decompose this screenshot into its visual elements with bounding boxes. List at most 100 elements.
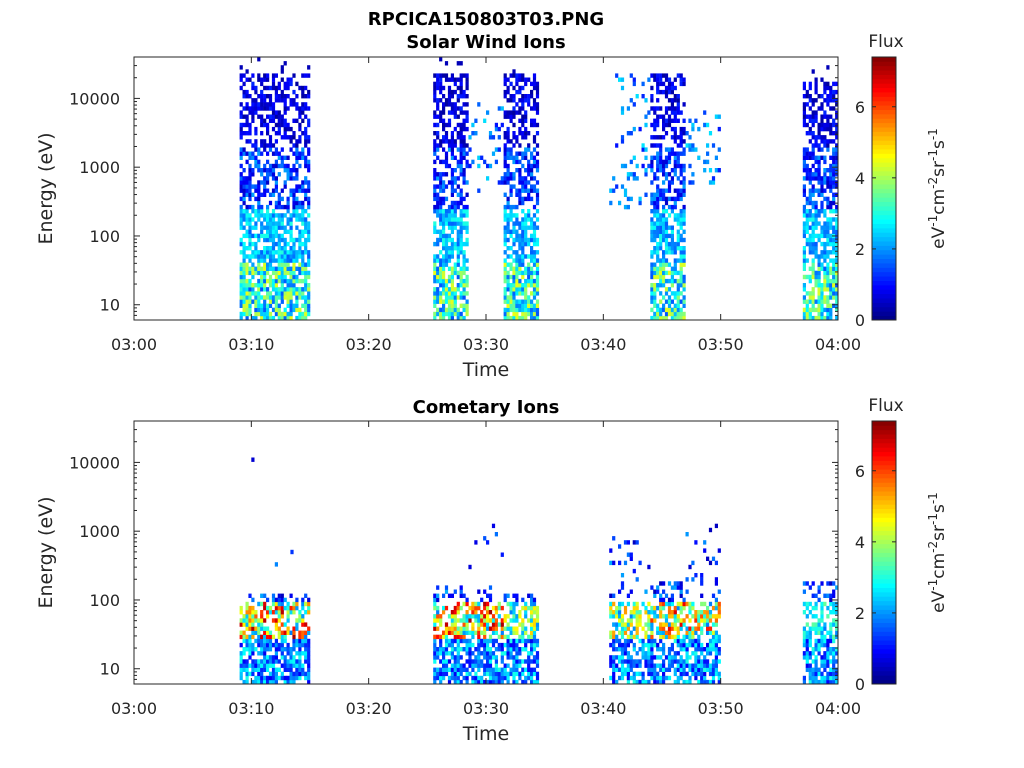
data-cell xyxy=(676,614,680,619)
data-cell xyxy=(509,209,513,214)
data-cell xyxy=(688,118,692,123)
data-cell xyxy=(609,593,613,598)
data-cell xyxy=(491,679,496,685)
data-cell xyxy=(506,176,510,181)
data-cell xyxy=(304,106,308,111)
colorbar-segment xyxy=(872,232,896,238)
data-cell xyxy=(433,229,437,234)
data-cell xyxy=(823,159,827,165)
data-cell xyxy=(242,209,246,214)
data-cell xyxy=(667,246,672,251)
data-cell xyxy=(439,299,443,304)
data-cell xyxy=(535,122,540,128)
data-cell xyxy=(512,69,516,74)
data-cell xyxy=(245,106,249,111)
data-cell xyxy=(667,204,672,210)
data-cell xyxy=(659,213,663,218)
data-cell xyxy=(662,303,666,308)
data-cell xyxy=(307,258,311,263)
data-cell xyxy=(626,172,630,177)
data-cell xyxy=(277,258,281,263)
data-cell xyxy=(518,85,522,91)
data-cell xyxy=(679,618,683,623)
data-cell xyxy=(805,647,809,652)
data-cell xyxy=(459,217,463,222)
data-cell xyxy=(503,315,507,321)
data-cell xyxy=(811,659,815,664)
data-cell xyxy=(456,671,460,677)
data-cell xyxy=(620,671,625,677)
data-cell xyxy=(254,638,258,644)
data-cell xyxy=(274,114,278,119)
data-cell xyxy=(462,143,466,148)
data-cell xyxy=(436,295,440,300)
data-cell xyxy=(271,118,276,123)
data-cell xyxy=(248,213,252,218)
data-cell xyxy=(263,634,267,640)
data-cell xyxy=(239,667,243,672)
data-cell xyxy=(708,626,713,631)
data-cell xyxy=(659,581,663,586)
data-cell xyxy=(676,163,680,169)
data-cell xyxy=(286,675,290,681)
data-cell xyxy=(530,315,534,321)
data-cell xyxy=(524,168,528,173)
data-cell xyxy=(242,250,246,255)
data-cell xyxy=(826,204,830,210)
data-cell xyxy=(659,159,663,165)
data-cell xyxy=(805,663,809,668)
data-cell xyxy=(670,176,674,181)
data-cell xyxy=(480,663,484,668)
data-cell xyxy=(286,601,290,607)
data-cell xyxy=(295,622,299,627)
data-cell xyxy=(817,638,821,644)
data-cell xyxy=(295,94,299,99)
data-cell xyxy=(632,610,636,615)
data-cell xyxy=(612,536,616,541)
data-cell xyxy=(480,630,484,635)
data-cell xyxy=(459,172,463,177)
data-cell xyxy=(691,560,695,566)
data-cell xyxy=(644,147,648,152)
data-cell xyxy=(530,610,534,615)
data-cell xyxy=(274,266,278,271)
data-cell xyxy=(509,110,513,115)
data-cell xyxy=(488,626,493,631)
data-cell xyxy=(670,89,674,95)
colorbar-segment xyxy=(872,210,896,216)
data-cell xyxy=(647,642,651,648)
data-cell xyxy=(444,122,449,128)
data-cell xyxy=(509,184,513,189)
data-cell xyxy=(823,258,827,263)
data-cell xyxy=(512,311,516,317)
data-cell xyxy=(301,614,305,619)
data-cell xyxy=(515,159,519,165)
data-cell xyxy=(456,237,460,243)
y-tick-label: 100 xyxy=(89,227,120,246)
data-cell xyxy=(245,77,249,82)
data-cell xyxy=(239,114,243,119)
data-cell xyxy=(653,593,657,598)
data-cell xyxy=(271,634,276,640)
data-cell xyxy=(708,610,713,615)
data-cell xyxy=(444,663,449,668)
data-cell xyxy=(708,667,713,672)
data-cell xyxy=(530,237,534,243)
cometary-panel: 03:00 03:10 03:20 03:30 03:40 03:50 04:0010100… xyxy=(35,396,949,745)
data-cell xyxy=(280,315,284,321)
data-cell xyxy=(459,192,463,197)
data-cell xyxy=(263,176,267,181)
data-cell xyxy=(450,647,454,652)
data-cell xyxy=(271,102,276,107)
data-cell xyxy=(286,614,290,619)
data-cell xyxy=(612,675,616,681)
data-cell xyxy=(530,642,534,648)
colorbar-tick-label: 2 xyxy=(855,240,865,259)
data-cell xyxy=(506,299,510,304)
data-cell xyxy=(251,225,255,230)
data-cell xyxy=(524,614,528,619)
data-cell xyxy=(632,176,636,181)
data-cell xyxy=(260,258,264,263)
data-cell xyxy=(653,176,657,181)
colorbar-segment xyxy=(872,504,896,510)
